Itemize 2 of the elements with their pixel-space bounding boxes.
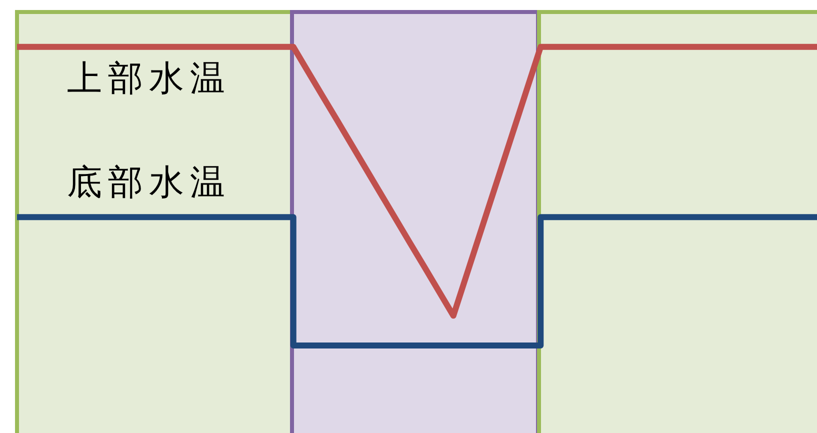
series-label: 底部水温 xyxy=(67,163,231,204)
series-label: 上部水温 xyxy=(67,59,231,100)
